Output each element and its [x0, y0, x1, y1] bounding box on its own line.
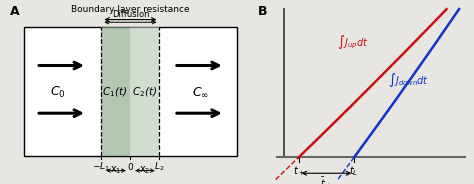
Bar [130, 27, 159, 156]
Text: Diffusion: Diffusion [112, 10, 149, 19]
Bar [24, 27, 237, 156]
Text: B: B [258, 6, 268, 18]
Text: $t_+$: $t_+$ [292, 164, 305, 178]
Text: C$_0$: C$_0$ [50, 84, 66, 100]
Text: $-L_1$: $-L_1$ [92, 161, 110, 173]
Text: C$_1$(t): C$_1$(t) [102, 85, 128, 99]
Text: $t_L$: $t_L$ [349, 164, 359, 178]
Text: $\bar{t}_+$: $\bar{t}_+$ [320, 175, 332, 184]
Text: $0$: $0$ [127, 161, 134, 172]
Text: x$_2$: x$_2$ [139, 164, 151, 176]
Text: $L_2$: $L_2$ [154, 161, 164, 173]
Text: C$_\infty$: C$_\infty$ [192, 85, 209, 99]
Text: A: A [9, 6, 19, 18]
Bar [101, 27, 130, 156]
Text: $\int J_{down}dt$: $\int J_{down}dt$ [388, 71, 429, 89]
Text: Boundary layer resistance: Boundary layer resistance [71, 6, 190, 15]
Text: x$_1$: x$_1$ [110, 164, 122, 176]
Text: $\int J_{up}dt$: $\int J_{up}dt$ [337, 34, 368, 52]
Text: C$_2$(t): C$_2$(t) [132, 85, 158, 99]
